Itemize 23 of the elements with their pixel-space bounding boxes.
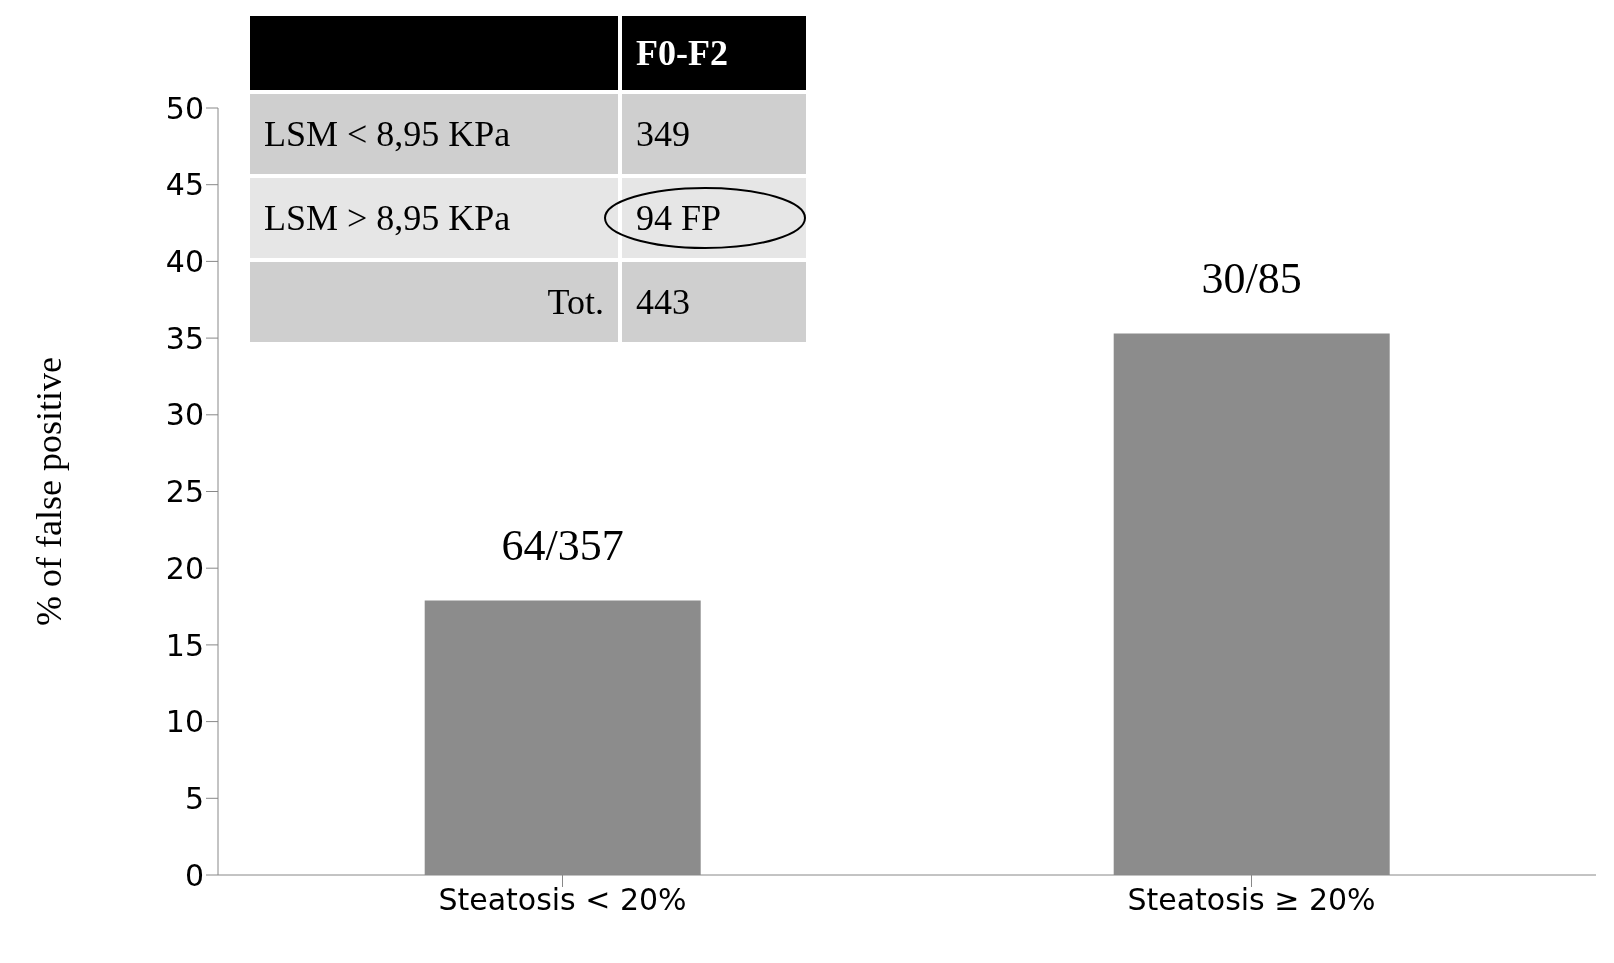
annotation: 349 bbox=[636, 114, 690, 154]
data-label: 64/357 bbox=[501, 521, 624, 571]
y-tick-label: 45 bbox=[165, 167, 204, 203]
annotation: Tot. bbox=[250, 260, 620, 344]
annotation: LSM < 8,95 KPa bbox=[250, 92, 620, 176]
y-tick-label: 25 bbox=[165, 474, 204, 510]
y-tick-label: 30 bbox=[165, 397, 204, 433]
y-axis-title: % of false positive bbox=[28, 357, 69, 626]
y-tick-label: 0 bbox=[184, 857, 204, 893]
y-tick-label: 20 bbox=[165, 550, 204, 586]
annotation: 443 bbox=[636, 282, 690, 322]
x-tick-label: Steatosis ≥ 20% bbox=[1127, 882, 1376, 918]
text: F0-F2 bbox=[636, 33, 728, 73]
y-tick-label: 50 bbox=[165, 90, 204, 126]
annotation: 94 FP bbox=[636, 198, 722, 238]
annotation: LSM > 8,95 KPa bbox=[250, 176, 620, 260]
y-tick-label: 40 bbox=[165, 244, 204, 280]
y-tick-label: 5 bbox=[184, 780, 204, 816]
y-tick-label: 10 bbox=[165, 704, 204, 740]
x-tick-label: Steatosis < 20% bbox=[438, 882, 687, 918]
data-label: 30/85 bbox=[1201, 254, 1302, 304]
y-tick-label: 15 bbox=[165, 627, 204, 663]
y-tick-label: 35 bbox=[165, 320, 204, 356]
